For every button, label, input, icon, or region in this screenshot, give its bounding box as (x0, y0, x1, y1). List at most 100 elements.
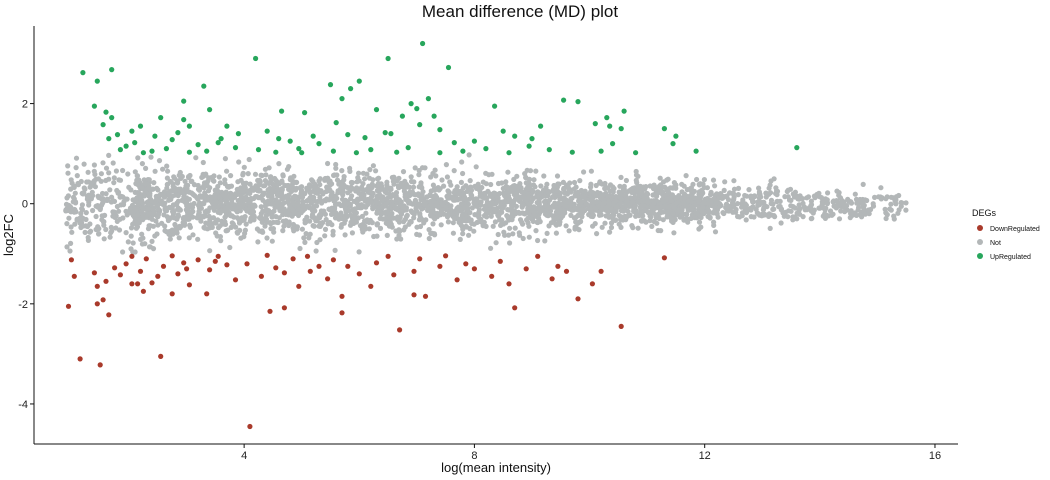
point-not (377, 192, 383, 198)
point-not (478, 219, 484, 225)
point-not (103, 191, 109, 197)
point-not (166, 190, 172, 196)
point-not (526, 194, 532, 201)
point-not (404, 212, 410, 218)
point-not (342, 205, 348, 211)
point-not (717, 201, 723, 207)
point-not (411, 211, 417, 217)
point-not (70, 199, 76, 205)
point-not (252, 171, 259, 177)
point-not (577, 178, 583, 184)
point-not (490, 223, 496, 229)
point-not (903, 207, 909, 213)
point-downregulated (471, 266, 477, 272)
point-not (847, 215, 853, 221)
point-not (515, 197, 522, 203)
point-not (527, 201, 533, 207)
point-not (311, 204, 317, 210)
point-not (136, 220, 142, 226)
point-not (542, 211, 549, 217)
point-not (288, 188, 295, 194)
point-not (743, 217, 749, 223)
point-not (418, 180, 424, 186)
point-not (692, 195, 698, 201)
point-not (369, 184, 375, 190)
point-not (186, 208, 192, 214)
point-not (463, 223, 469, 229)
point-not (883, 210, 889, 216)
point-not (210, 215, 217, 221)
point-not (536, 217, 542, 223)
point-upregulated (204, 148, 210, 154)
point-not (290, 195, 296, 201)
point-not (116, 208, 122, 214)
point-not (777, 203, 783, 210)
point-not (269, 192, 275, 198)
point-downregulated (555, 263, 561, 269)
point-downregulated (258, 273, 264, 279)
point-not (298, 194, 304, 200)
point-not (72, 221, 78, 227)
point-not (138, 236, 144, 242)
point-not (79, 190, 85, 196)
point-not (325, 160, 331, 167)
point-not (74, 173, 80, 179)
point-not (829, 212, 835, 218)
point-not (479, 184, 485, 191)
point-downregulated (71, 273, 77, 279)
point-not (498, 221, 504, 228)
legend-title: DEGs (972, 208, 997, 218)
point-not (266, 165, 272, 171)
point-not (573, 214, 579, 221)
point-not (458, 222, 464, 228)
point-not (317, 182, 323, 188)
point-not (108, 199, 114, 205)
point-upregulated (420, 40, 426, 47)
point-not (179, 190, 185, 196)
point-not (310, 223, 316, 229)
point-not (802, 205, 808, 211)
point-not (854, 200, 860, 206)
point-not (360, 170, 366, 176)
point-not (510, 198, 517, 204)
point-not (241, 217, 247, 223)
point-downregulated (267, 308, 273, 314)
point-not (132, 189, 138, 195)
point-upregulated (673, 133, 679, 139)
point-downregulated (523, 266, 529, 272)
point-not (788, 203, 794, 209)
x-axis-label: log(mean intensity) (441, 460, 551, 475)
point-downregulated (232, 277, 239, 283)
point-not (537, 208, 543, 215)
point-not (526, 223, 532, 229)
point-not (351, 213, 357, 219)
point-not (771, 206, 777, 212)
point-not (693, 210, 699, 216)
point-not (733, 206, 739, 213)
point-not (731, 194, 737, 200)
point-downregulated (411, 268, 417, 274)
point-not (155, 187, 161, 193)
point-not (838, 208, 844, 214)
point-not (141, 177, 147, 183)
point-not (101, 236, 107, 242)
point-not (81, 185, 87, 191)
point-upregulated (633, 150, 639, 156)
point-not (276, 161, 282, 167)
point-not (742, 201, 748, 207)
point-not (406, 184, 412, 190)
point-not (569, 195, 575, 201)
point-upregulated (353, 150, 359, 156)
point-not (186, 235, 192, 241)
point-not (800, 200, 806, 206)
point-not (384, 232, 390, 238)
point-not (464, 188, 470, 194)
point-upregulated (94, 78, 100, 84)
point-not (291, 173, 297, 179)
point-not (117, 216, 123, 222)
point-not (818, 195, 825, 201)
point-upregulated (451, 140, 457, 146)
point-not (485, 210, 491, 216)
point-downregulated (129, 281, 135, 287)
point-not (552, 202, 558, 208)
